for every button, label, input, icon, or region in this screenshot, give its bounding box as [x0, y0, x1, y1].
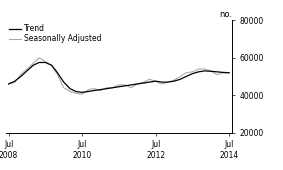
Legend: Trend, Seasonally Adjusted: Trend, Seasonally Adjusted — [9, 24, 102, 43]
Text: no.: no. — [219, 10, 232, 19]
